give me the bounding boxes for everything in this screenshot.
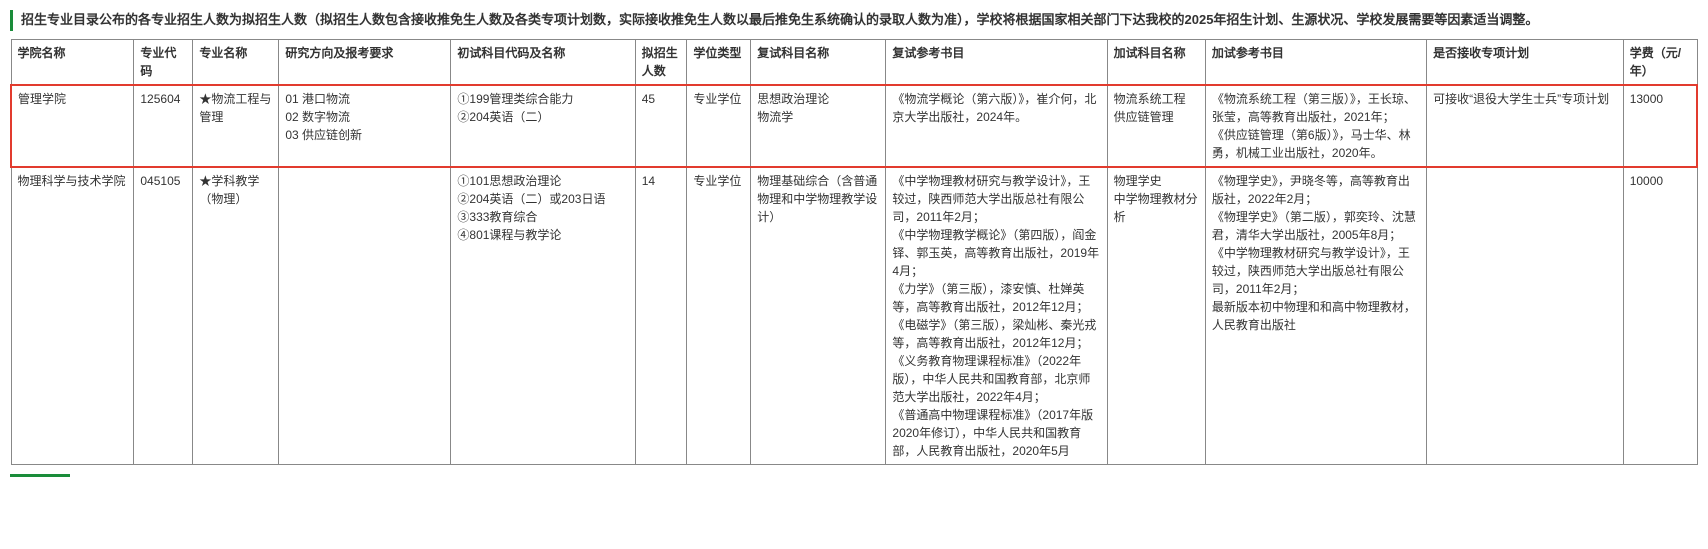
cell-0-0: 管理学院 — [11, 85, 134, 167]
cell-1-4: ①101思想政治理论②204英语（二）或203日语③333教育综合④801课程与… — [451, 167, 635, 465]
col-header-7: 复试科目名称 — [751, 39, 886, 85]
cell-0-6: 专业学位 — [687, 85, 751, 167]
cell-1-11 — [1427, 167, 1624, 465]
col-header-9: 加试科目名称 — [1107, 39, 1205, 85]
col-header-11: 是否接收专项计划 — [1427, 39, 1624, 85]
col-header-6: 学位类型 — [687, 39, 751, 85]
cell-1-9: 物理学史中学物理教材分析 — [1107, 167, 1205, 465]
cell-1-2: ★学科教学（物理） — [193, 167, 279, 465]
table-header-row: 学院名称专业代码专业名称研究方向及报考要求初试科目代码及名称拟招生人数学位类型复… — [11, 39, 1697, 85]
col-header-4: 初试科目代码及名称 — [451, 39, 635, 85]
cell-1-3 — [279, 167, 451, 465]
cell-1-0: 物理科学与技术学院 — [11, 167, 134, 465]
cell-1-5: 14 — [635, 167, 687, 465]
intro-paragraph: 招生专业目录公布的各专业招生人数为拟招生人数（拟招生人数包含接收推免生人数及各类… — [10, 10, 1698, 31]
cell-1-7: 物理基础综合（含普通物理和中学物理教学设计） — [751, 167, 886, 465]
cell-1-1: 045105 — [134, 167, 193, 465]
cell-1-6: 专业学位 — [687, 167, 751, 465]
col-header-3: 研究方向及报考要求 — [279, 39, 451, 85]
cell-0-11: 可接收“退役大学生士兵”专项计划 — [1427, 85, 1624, 167]
cell-0-5: 45 — [635, 85, 687, 167]
admissions-table: 学院名称专业代码专业名称研究方向及报考要求初试科目代码及名称拟招生人数学位类型复… — [10, 39, 1698, 465]
table-row: 物理科学与技术学院045105★学科教学（物理） ①101思想政治理论②204英语… — [11, 167, 1697, 465]
col-header-10: 加试参考书目 — [1205, 39, 1426, 85]
cell-0-3: 01 港口物流02 数字物流03 供应链创新 — [279, 85, 451, 167]
cell-0-10: 《物流系统工程（第三版）》，王长琼、张莹，高等教育出版社，2021年；《供应链管… — [1205, 85, 1426, 167]
col-header-5: 拟招生人数 — [635, 39, 687, 85]
table-row: 管理学院125604★物流工程与管理01 港口物流02 数字物流03 供应链创新… — [11, 85, 1697, 167]
cell-1-12: 10000 — [1623, 167, 1697, 465]
cell-0-2: ★物流工程与管理 — [193, 85, 279, 167]
cell-1-10: 《物理学史》，尹晓冬等，高等教育出版社，2022年2月；《物理学史》（第二版），… — [1205, 167, 1426, 465]
col-header-8: 复试参考书目 — [886, 39, 1107, 85]
cell-1-8: 《中学物理教材研究与教学设计》，王较过，陕西师范大学出版总社有限公司，2011年… — [886, 167, 1107, 465]
cell-0-8: 《物流学概论（第六版）》，崔介何，北京大学出版社，2024年。 — [886, 85, 1107, 167]
col-header-0: 学院名称 — [11, 39, 134, 85]
cell-0-4: ①199管理类综合能力②204英语（二） — [451, 85, 635, 167]
cell-0-7: 思想政治理论物流学 — [751, 85, 886, 167]
green-accent — [10, 474, 70, 477]
col-header-1: 专业代码 — [134, 39, 193, 85]
cell-0-12: 13000 — [1623, 85, 1697, 167]
col-header-2: 专业名称 — [193, 39, 279, 85]
cell-0-1: 125604 — [134, 85, 193, 167]
col-header-12: 学费（元/年） — [1623, 39, 1697, 85]
cell-0-9: 物流系统工程供应链管理 — [1107, 85, 1205, 167]
